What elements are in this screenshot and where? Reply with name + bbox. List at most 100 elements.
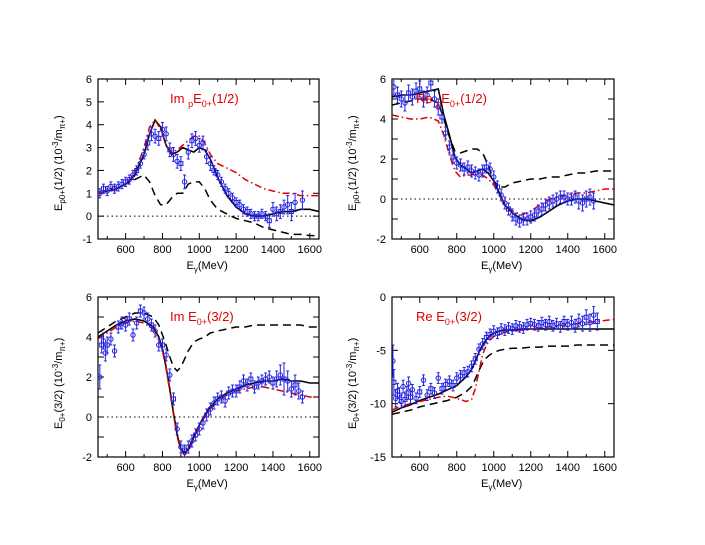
y-axis-title-part: π+: [58, 341, 67, 352]
x-axis-title-part: γ: [194, 483, 198, 492]
data-point: [270, 206, 276, 212]
data-point: [457, 162, 464, 168]
data-point-square: [417, 86, 423, 92]
data-point: [163, 352, 169, 358]
x-axis-title-part: (MeV): [198, 478, 228, 490]
data-point: [148, 131, 155, 137]
data-point: [479, 341, 486, 347]
y-axis-title-part: π+: [58, 119, 67, 130]
y-tick-label: -15: [370, 452, 386, 464]
y-tick-label: 6: [86, 292, 92, 304]
panel-title-part: (1/2): [212, 91, 239, 106]
data-point-square: [439, 386, 445, 392]
data-point-square: [189, 138, 195, 144]
y-axis-title-part: (3/2) (10: [53, 371, 65, 413]
data-point: [442, 381, 449, 388]
y-axis-title-part: 0+: [352, 412, 361, 421]
data-point-square: [204, 412, 210, 418]
data-point: [487, 166, 493, 172]
data-point-square: [222, 186, 228, 192]
y-tick-label: 2: [86, 372, 92, 384]
data-point: [420, 96, 427, 102]
x-axis-title-part: γ: [194, 265, 198, 274]
panel-title-part: p: [436, 99, 441, 109]
data-point-square: [594, 319, 600, 325]
x-axis-title: Eγ(MeV): [481, 260, 522, 274]
data-point: [531, 212, 538, 218]
data-point: [546, 318, 552, 325]
panel-title-part: (3/2): [455, 309, 482, 324]
panel-title: Re pE0+(1/2): [416, 91, 487, 109]
data-point: [240, 378, 247, 384]
data-point: [587, 319, 593, 326]
panel-title-part: E: [436, 309, 445, 324]
data-point-square: [182, 448, 188, 454]
data-point-square: [494, 330, 500, 336]
data-point: [579, 320, 586, 327]
panel-title-part: 0+: [197, 317, 207, 327]
data-points: [98, 121, 306, 229]
data-point: [468, 363, 475, 370]
data-point: [446, 144, 453, 150]
x-axis-title-part: γ: [488, 483, 492, 492]
data-point-square: [126, 316, 132, 322]
data-point: [159, 126, 166, 132]
y-axis-title-part: -3: [345, 363, 354, 371]
data-point-square: [156, 135, 162, 141]
data-point: [100, 338, 107, 344]
data-point: [446, 378, 453, 384]
curve-dashdot: [392, 114, 614, 216]
y-axis-title-part: ): [347, 115, 359, 119]
y-axis-title-part: p: [352, 199, 361, 204]
data-point: [167, 372, 173, 378]
data-point-square: [159, 342, 165, 348]
data-point: [284, 202, 291, 208]
data-point-square: [270, 380, 276, 386]
x-tick-label: 1400: [556, 244, 580, 256]
x-axis-title-part: (MeV): [198, 260, 228, 272]
data-point: [465, 164, 471, 170]
data-point-square: [572, 323, 578, 329]
y-axis-title-part: E: [53, 204, 65, 211]
data-point: [565, 196, 571, 202]
panel-title-part: Re: [416, 309, 436, 324]
data-point: [405, 380, 412, 387]
data-point: [251, 384, 258, 390]
data-point-square: [408, 394, 413, 400]
panel-title-part: E: [188, 309, 197, 324]
y-axis-title-part: π+: [352, 119, 361, 130]
curve-dashed: [392, 344, 614, 416]
data-point: [479, 168, 486, 174]
data-point-square: [561, 319, 567, 325]
data-point: [98, 374, 103, 380]
data-point-square: [417, 389, 423, 395]
data-point-square: [178, 161, 184, 167]
data-point: [491, 174, 497, 180]
data-point: [457, 373, 464, 379]
curve-dashed: [392, 98, 614, 188]
data-point-square: [248, 376, 254, 382]
data-point: [520, 325, 527, 331]
data-point: [248, 211, 254, 217]
data-point-square: [101, 186, 107, 192]
data-point: [590, 312, 597, 318]
data-point: [476, 172, 482, 178]
data-point: [181, 179, 188, 185]
data-point-square: [472, 356, 478, 362]
data-point: [211, 400, 217, 406]
y-tick-label: -1: [82, 234, 92, 246]
data-point: [163, 131, 169, 137]
data-point: [402, 100, 408, 106]
panel-title-part: (1/2): [460, 91, 487, 106]
x-tick-label: 1000: [187, 244, 211, 256]
data-point: [590, 198, 597, 204]
y-axis-title-part: ): [53, 338, 65, 342]
data-point: [141, 151, 147, 158]
data-point: [509, 212, 515, 218]
data-point: [442, 130, 449, 136]
data-point: [587, 194, 593, 200]
x-tick-label: 800: [153, 462, 171, 474]
x-tick-label: 800: [448, 462, 466, 474]
